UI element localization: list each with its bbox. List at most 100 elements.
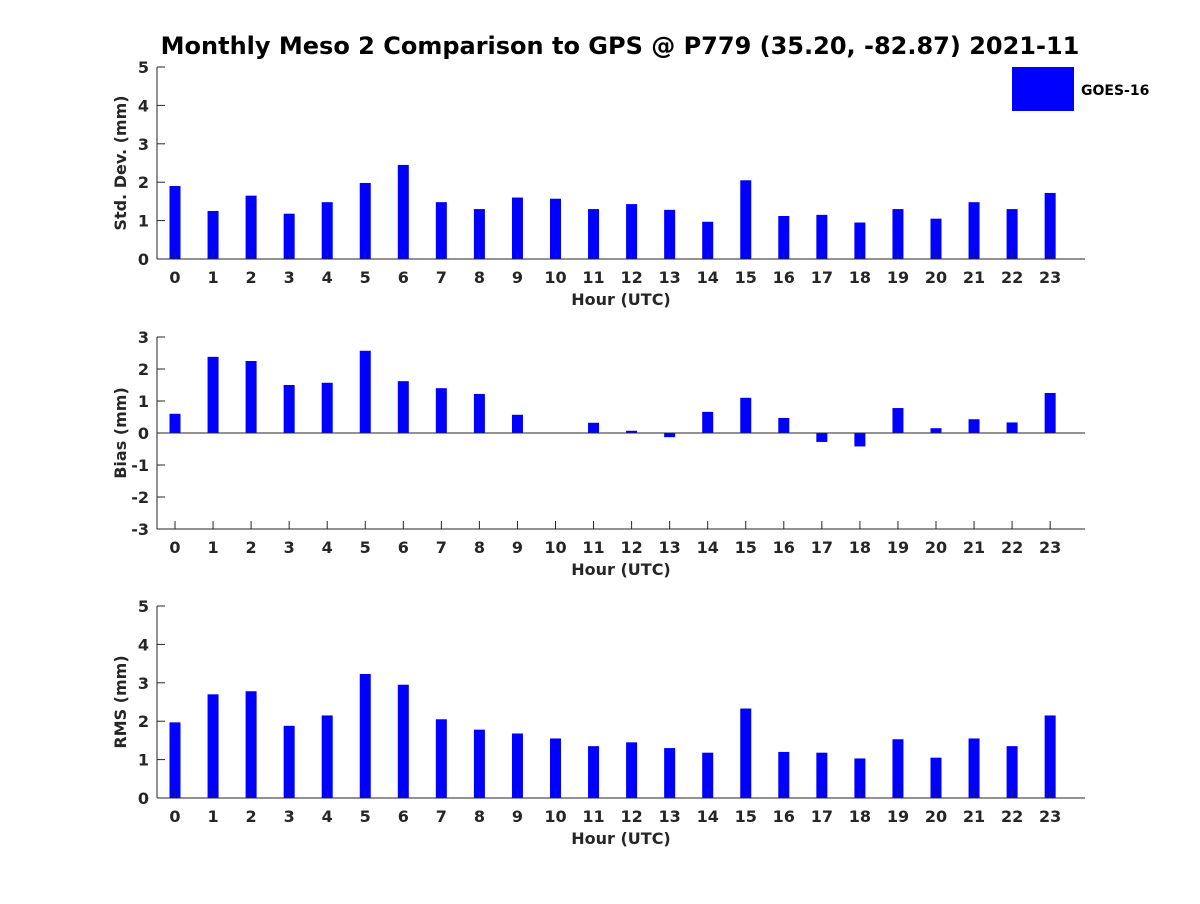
bar-hour-14 <box>702 411 714 433</box>
bar-hour-11 <box>588 422 600 433</box>
y-tick-label: 3 <box>138 328 149 347</box>
legend-label: GOES-16 <box>1081 83 1149 99</box>
x-tick-label: 4 <box>322 807 333 826</box>
x-tick-label: 18 <box>849 807 871 826</box>
x-tick-label: 4 <box>322 538 333 557</box>
bar-hour-5 <box>359 350 371 433</box>
x-tick-label: 19 <box>887 268 909 287</box>
bar-hour-13 <box>664 748 676 798</box>
y-tick-label: 5 <box>138 58 149 77</box>
bar-hour-4 <box>321 715 333 798</box>
x-tick-label: 13 <box>659 807 681 826</box>
x-tick-label: 15 <box>735 268 757 287</box>
x-tick-label: 10 <box>544 538 566 557</box>
x-tick-label: 16 <box>773 538 795 557</box>
x-tick-label: 2 <box>246 807 257 826</box>
bar-hour-21 <box>968 202 980 259</box>
x-tick-label: 7 <box>436 268 447 287</box>
x-tick-label: 11 <box>582 268 604 287</box>
x-tick-label: 11 <box>582 538 604 557</box>
x-tick-label: 20 <box>925 268 947 287</box>
x-tick-label: 5 <box>360 268 371 287</box>
bar-hour-21 <box>968 419 980 433</box>
bar-hour-3 <box>283 213 295 259</box>
bar-hour-5 <box>359 182 371 259</box>
x-tick-label: 3 <box>284 268 295 287</box>
bar-hour-9 <box>511 733 523 798</box>
y-tick-label: 5 <box>138 597 149 616</box>
x-tick-label: 8 <box>474 538 485 557</box>
x-tick-label: 14 <box>697 268 719 287</box>
x-tick-label: 8 <box>474 268 485 287</box>
bar-hour-2 <box>245 361 257 433</box>
y-tick-label: 1 <box>138 212 149 231</box>
bar-hour-23 <box>1044 715 1056 798</box>
x-axis-label: Hour (UTC) <box>571 829 671 848</box>
bar-hour-9 <box>511 414 523 433</box>
x-tick-label: 15 <box>735 538 757 557</box>
x-tick-label: 19 <box>887 538 909 557</box>
x-tick-label: 10 <box>544 268 566 287</box>
x-tick-label: 0 <box>169 807 180 826</box>
bar-hour-9 <box>511 197 523 259</box>
chart-title: Monthly Meso 2 Comparison to GPS @ P779 … <box>161 32 1080 60</box>
y-tick-label: 1 <box>138 751 149 770</box>
legend-swatch <box>1012 67 1074 111</box>
y-tick-label: 0 <box>138 789 149 808</box>
bar-hour-21 <box>968 738 980 798</box>
x-tick-label: 18 <box>849 538 871 557</box>
x-tick-label: 17 <box>811 538 833 557</box>
x-tick-label: 2 <box>246 268 257 287</box>
bar-hour-15 <box>740 180 752 259</box>
y-tick-label: 3 <box>138 674 149 693</box>
bar-hour-4 <box>321 382 333 433</box>
x-tick-label: 6 <box>398 538 409 557</box>
x-tick-label: 4 <box>322 268 333 287</box>
x-tick-label: 23 <box>1039 538 1061 557</box>
bar-hour-12 <box>626 430 638 433</box>
bar-hour-18 <box>854 222 866 259</box>
x-tick-label: 21 <box>963 538 985 557</box>
y-tick-label: -2 <box>131 488 149 507</box>
bar-hour-12 <box>626 204 638 259</box>
bar-hour-20 <box>930 218 942 259</box>
bar-hour-7 <box>435 202 447 259</box>
bar-hour-13 <box>664 433 676 438</box>
bar-hour-17 <box>816 433 828 442</box>
bar-hour-0 <box>169 413 181 433</box>
x-tick-label: 1 <box>207 268 218 287</box>
x-tick-label: 0 <box>169 538 180 557</box>
x-tick-label: 12 <box>620 268 642 287</box>
x-tick-label: 17 <box>811 807 833 826</box>
bar-hour-15 <box>740 397 752 433</box>
y-tick-label: 0 <box>138 424 149 443</box>
bar-hour-6 <box>397 684 409 798</box>
bar-hour-19 <box>892 408 904 433</box>
x-tick-label: 22 <box>1001 807 1023 826</box>
y-tick-label: 2 <box>138 712 149 731</box>
x-tick-label: 14 <box>697 807 719 826</box>
x-tick-label: 13 <box>659 538 681 557</box>
y-axis-label: Std. Dev. (mm) <box>111 95 130 230</box>
bar-hour-22 <box>1006 746 1018 798</box>
bar-hour-19 <box>892 209 904 259</box>
bar-hour-11 <box>588 209 600 259</box>
y-tick-label: 2 <box>138 360 149 379</box>
x-tick-label: 19 <box>887 807 909 826</box>
bar-hour-14 <box>702 221 714 259</box>
bar-hour-11 <box>588 746 600 798</box>
x-tick-label: 3 <box>284 538 295 557</box>
x-tick-label: 13 <box>659 268 681 287</box>
bar-hour-4 <box>321 202 333 259</box>
x-tick-label: 6 <box>398 807 409 826</box>
bar-hour-17 <box>816 214 828 259</box>
x-tick-label: 23 <box>1039 268 1061 287</box>
x-tick-label: 17 <box>811 268 833 287</box>
bar-hour-18 <box>854 758 866 798</box>
x-tick-label: 8 <box>474 807 485 826</box>
bar-hour-12 <box>626 742 638 798</box>
bar-hour-14 <box>702 752 714 798</box>
x-tick-label: 6 <box>398 268 409 287</box>
